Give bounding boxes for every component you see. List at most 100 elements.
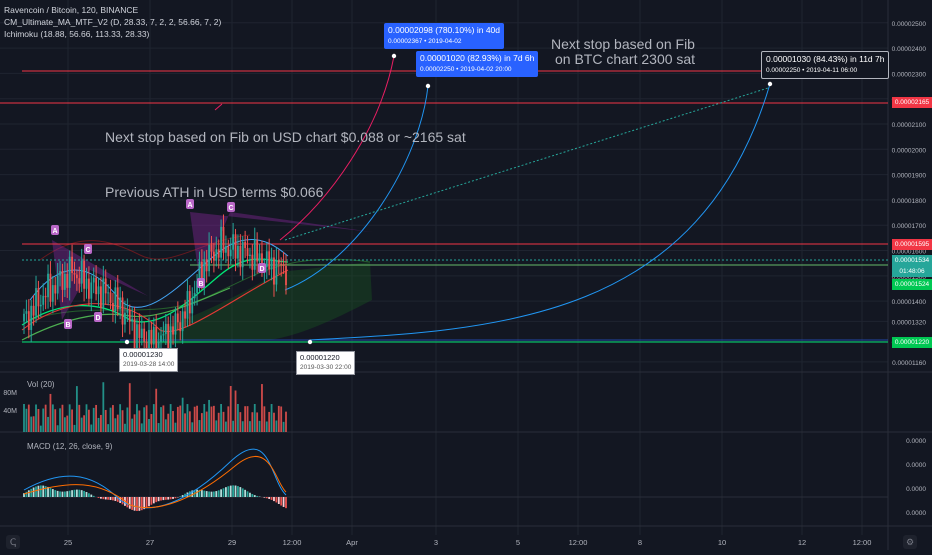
volume-pane-title: Vol (20) <box>27 380 55 389</box>
projection-callout-long[interactable]: 0.00001030 (84.43%) in 11d 7h 0.00002250… <box>761 51 889 79</box>
candle-body <box>126 310 128 313</box>
time-tick-label: 27 <box>146 538 154 547</box>
volume-bar <box>81 418 83 432</box>
volume-bar <box>42 409 44 432</box>
fib-btc-note-line2[interactable]: on BTC chart 2300 sat <box>555 51 695 67</box>
prev-ath-note[interactable]: Previous ATH in USD terms $0.066 <box>105 184 323 200</box>
callout-main: 0.00001030 (84.43%) in 11d 7h <box>766 54 884 65</box>
macd-bar <box>28 490 30 497</box>
price-tick-label: 0.00002500 <box>892 21 927 28</box>
volume-bar <box>266 421 268 432</box>
macd-bar <box>196 490 198 497</box>
macd-bar <box>230 486 232 497</box>
candle-body <box>191 298 193 313</box>
low-label-2[interactable]: 0.00001220 2019-03-30 22:00 <box>296 351 355 375</box>
low-label-1[interactable]: 0.00001230 2019-03-28 14:00 <box>119 348 178 372</box>
macd-bar <box>138 497 140 511</box>
symbol-line[interactable]: Ravencoin / Bitcoin, 120, BINANCE <box>4 5 138 16</box>
macd-bar <box>64 492 66 497</box>
ichimoku-indicator-legend[interactable]: Ichimoku (18.88, 56.66, 113.33, 28.33) <box>4 29 149 40</box>
cloud-area <box>150 262 372 345</box>
volume-bar <box>69 404 71 432</box>
settings-gear-icon[interactable]: ⚙ <box>903 535 917 549</box>
anchor-dot <box>426 84 430 88</box>
fib-btc-note-line1[interactable]: Next stop based on Fib <box>551 36 695 52</box>
macd-bar <box>78 490 80 497</box>
volume-bar <box>213 406 215 432</box>
volume-bar <box>114 418 116 432</box>
candle-body <box>86 279 88 289</box>
volume-bar <box>86 404 88 432</box>
projection-callout-blue[interactable]: 0.00001020 (82.93%) in 7d 6h 0.00002250 … <box>416 51 538 77</box>
projection-callout-pink[interactable]: 0.00002098 (780.10%) in 40d 0.00002367 •… <box>384 23 504 49</box>
volume-bar <box>237 404 239 432</box>
zoom-icon[interactable]: ↅ <box>6 535 20 549</box>
macd-pane-title: MACD (12, 26, close, 9) <box>27 442 112 451</box>
volume-bar <box>100 415 102 432</box>
candle-body <box>251 255 253 270</box>
volume-bar <box>112 405 114 432</box>
macd-bar <box>146 497 148 508</box>
macd-bar <box>175 497 177 498</box>
time-tick-label: 3 <box>434 538 438 547</box>
anchor-dot <box>392 54 396 58</box>
macd-bar <box>74 490 76 497</box>
candle-body <box>242 242 244 267</box>
candle-body <box>71 257 73 273</box>
candle-body <box>81 261 83 284</box>
fib-usd-note[interactable]: Next stop based on Fib on USD chart $0.0… <box>105 129 466 145</box>
pattern-letter: B <box>65 322 70 329</box>
macd-bar <box>263 497 265 498</box>
macd-bar <box>165 497 167 500</box>
volume-bar <box>165 419 167 432</box>
projection-pink <box>280 56 394 240</box>
volume-bar <box>182 398 184 432</box>
macd-bar <box>244 490 246 497</box>
candle-body <box>143 329 145 342</box>
candle-body <box>129 310 131 322</box>
volume-bar <box>141 423 143 432</box>
callout-main: 0.00002098 (780.10%) in 40d <box>388 25 500 36</box>
candle-body <box>122 297 124 324</box>
macd-bar <box>163 497 165 500</box>
candle-body <box>38 288 40 306</box>
macd-bar <box>136 497 138 511</box>
macd-bar <box>59 491 61 497</box>
macd-tick-label: 0.0000 <box>906 510 926 517</box>
volume-bar <box>153 404 155 432</box>
macd-bar <box>107 497 109 500</box>
macd-bar <box>271 497 273 500</box>
candle-body <box>23 314 25 322</box>
price-tick-label: 0.00002400 <box>892 46 927 53</box>
macd-bar <box>227 486 229 497</box>
price-tick-label: 0.00002000 <box>892 147 927 154</box>
candle-body <box>211 245 213 252</box>
time-tick-label: 12:00 <box>283 538 302 547</box>
volume-bar <box>129 383 131 432</box>
volume-bar <box>208 400 210 432</box>
macd-bar <box>98 497 100 498</box>
candle-body <box>160 335 162 341</box>
macd-bar <box>102 497 104 499</box>
volume-bar <box>271 404 273 432</box>
volume-bar <box>76 386 78 432</box>
price-tick-label: 0.00002300 <box>892 71 927 78</box>
macd-bar <box>268 497 270 499</box>
macd-bar <box>203 491 205 497</box>
ma-indicator-legend[interactable]: CM_Ultimate_MA_MTF_V2 (D, 28.33, 7, 2, 2… <box>4 17 221 28</box>
candle-body <box>141 329 143 338</box>
macd-bar <box>170 497 172 499</box>
low-time: 2019-03-30 22:00 <box>300 363 351 373</box>
low-price: 0.00001220 <box>300 353 351 363</box>
candle-body <box>40 305 42 306</box>
candle-body <box>83 261 85 289</box>
macd-bar <box>30 489 32 497</box>
volume-bar <box>172 411 174 432</box>
volume-bar <box>179 406 181 432</box>
candle-body <box>26 311 28 314</box>
candle-body <box>100 286 102 308</box>
macd-bar <box>275 497 277 502</box>
candle-body <box>74 273 76 275</box>
macd-bar <box>71 490 73 497</box>
